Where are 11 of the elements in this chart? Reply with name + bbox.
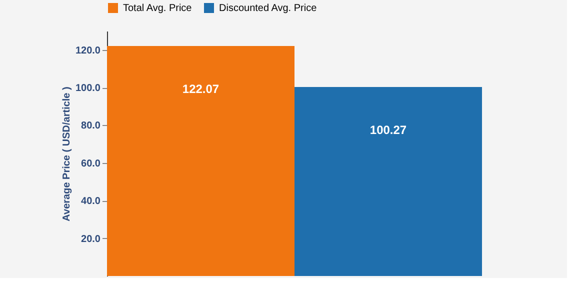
data-label: 100.27 [370,123,407,138]
y-tick-label: 100.0 [75,83,101,94]
legend-label: Discounted Avg. Price [219,3,318,14]
y-axis-title: Average Price ( USD/article ) [61,86,72,222]
y-tick-label: 120.0 [75,45,101,56]
y-tick-label: 60.0 [81,158,101,170]
y-tick-label: 40.0 [81,196,101,208]
data-label: 122.07 [182,82,220,96]
y-tick-label: 20.0 [81,234,101,245]
legend-label: Total Avg. Price [123,3,192,14]
y-tick-label: 80.0 [81,120,101,132]
